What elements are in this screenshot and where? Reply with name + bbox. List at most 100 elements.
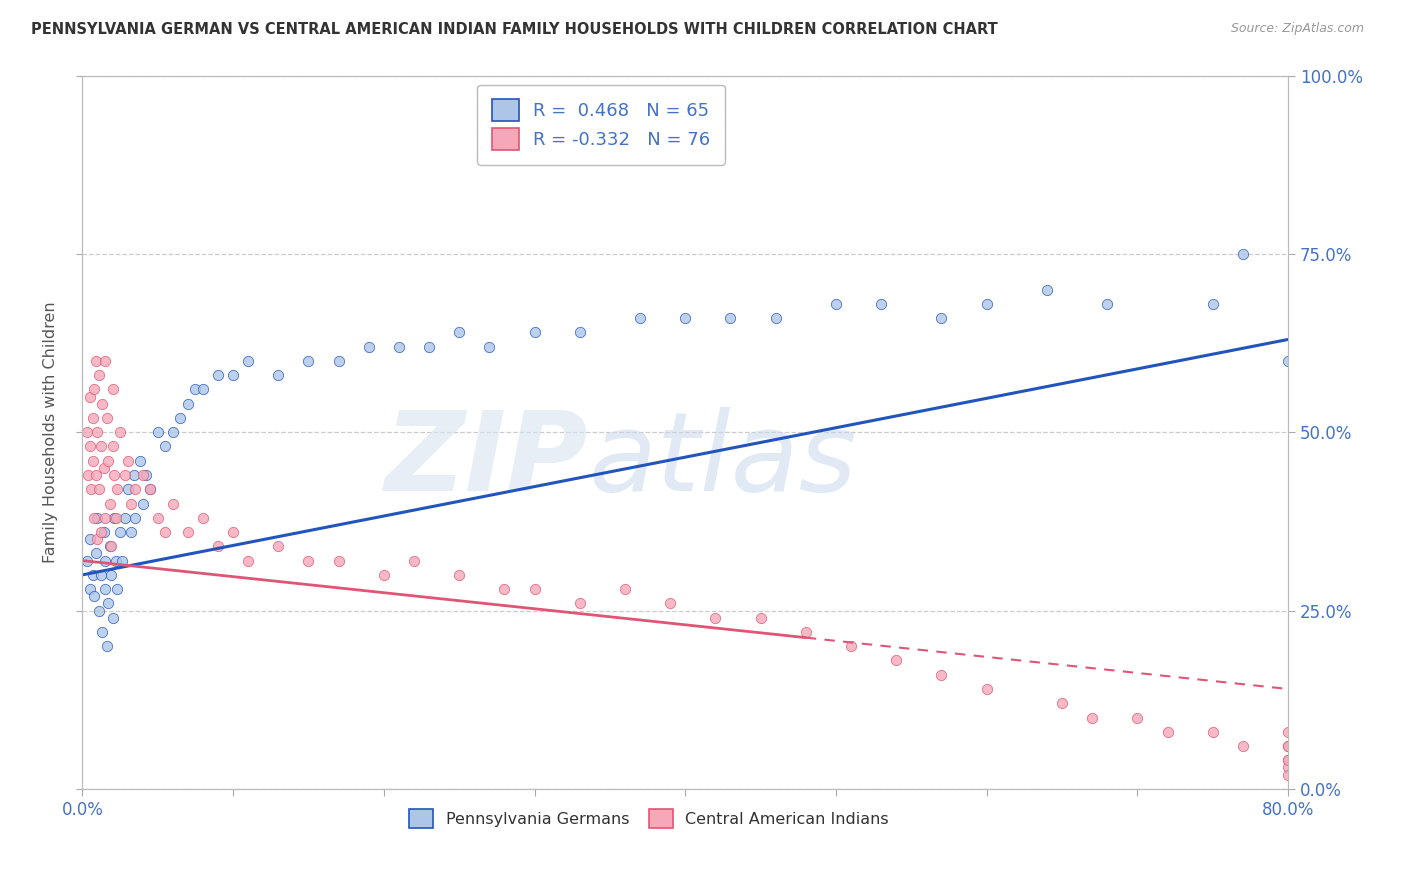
Point: [108, 425, 131, 440]
Point: [222, 524, 245, 539]
Point: [117, 454, 139, 468]
Point: [110, 553, 132, 567]
Point: [93, 524, 115, 539]
Point: [94, 510, 117, 524]
Point: [659, 596, 682, 610]
Point: [131, 496, 153, 510]
Point: [114, 468, 136, 483]
Point: [105, 483, 128, 497]
Point: [297, 354, 319, 368]
Point: [177, 524, 200, 539]
Point: [931, 311, 953, 326]
Point: [83, 589, 105, 603]
Point: [1277, 739, 1299, 753]
Point: [297, 553, 319, 567]
Point: [1156, 724, 1178, 739]
Point: [155, 440, 177, 454]
Text: Source: ZipAtlas.com: Source: ZipAtlas.com: [1230, 22, 1364, 36]
Point: [84, 468, 107, 483]
Point: [1277, 753, 1299, 767]
Y-axis label: Family Households with Children: Family Households with Children: [44, 301, 58, 563]
Point: [135, 468, 157, 483]
Point: [120, 524, 142, 539]
Point: [82, 454, 104, 468]
Point: [418, 340, 440, 354]
Point: [79, 582, 101, 596]
Point: [91, 397, 114, 411]
Point: [794, 624, 817, 639]
Point: [1277, 724, 1299, 739]
Point: [105, 582, 128, 596]
Point: [207, 539, 229, 553]
Point: [94, 582, 117, 596]
Point: [98, 539, 121, 553]
Point: [128, 454, 150, 468]
Point: [96, 411, 118, 425]
Point: [357, 340, 380, 354]
Point: [449, 326, 471, 340]
Point: [131, 468, 153, 483]
Point: [614, 582, 637, 596]
Point: [93, 461, 115, 475]
Point: [1097, 297, 1119, 311]
Point: [162, 496, 184, 510]
Point: [884, 653, 907, 667]
Point: [568, 326, 591, 340]
Point: [1081, 710, 1104, 724]
Point: [86, 532, 108, 546]
Point: [388, 340, 411, 354]
Point: [494, 582, 516, 596]
Point: [1277, 760, 1299, 774]
Point: [931, 667, 953, 681]
Point: [101, 610, 124, 624]
Text: atlas: atlas: [589, 408, 858, 514]
Point: [91, 624, 114, 639]
Point: [478, 340, 501, 354]
Point: [104, 553, 127, 567]
Point: [146, 510, 169, 524]
Point: [1232, 247, 1254, 261]
Point: [1277, 739, 1299, 753]
Point: [1202, 297, 1225, 311]
Point: [1050, 696, 1073, 710]
Point: [86, 425, 108, 440]
Point: [87, 603, 110, 617]
Point: [101, 440, 124, 454]
Point: [100, 567, 122, 582]
Point: [89, 567, 111, 582]
Point: [222, 368, 245, 383]
Text: PENNSYLVANIA GERMAN VS CENTRAL AMERICAN INDIAN FAMILY HOUSEHOLDS WITH CHILDREN C: PENNSYLVANIA GERMAN VS CENTRAL AMERICAN …: [31, 22, 998, 37]
Point: [87, 483, 110, 497]
Point: [328, 354, 350, 368]
Point: [870, 297, 893, 311]
Point: [122, 468, 145, 483]
Point: [79, 390, 101, 404]
Point: [238, 354, 260, 368]
Point: [146, 425, 169, 440]
Point: [76, 553, 98, 567]
Point: [976, 297, 998, 311]
Point: [80, 483, 103, 497]
Point: [117, 483, 139, 497]
Point: [94, 553, 117, 567]
Point: [628, 311, 651, 326]
Point: [1277, 767, 1299, 781]
Legend: Pennsylvania Germans, Central American Indians: Pennsylvania Germans, Central American I…: [402, 802, 896, 834]
Point: [765, 311, 787, 326]
Point: [184, 383, 207, 397]
Text: ZIP: ZIP: [385, 408, 589, 514]
Point: [704, 610, 727, 624]
Point: [191, 510, 214, 524]
Point: [84, 354, 107, 368]
Point: [108, 524, 131, 539]
Point: [328, 553, 350, 567]
Point: [104, 510, 127, 524]
Point: [825, 297, 848, 311]
Point: [402, 553, 425, 567]
Point: [83, 383, 105, 397]
Point: [76, 425, 98, 440]
Point: [77, 468, 100, 483]
Point: [267, 539, 290, 553]
Point: [1036, 283, 1059, 297]
Point: [749, 610, 772, 624]
